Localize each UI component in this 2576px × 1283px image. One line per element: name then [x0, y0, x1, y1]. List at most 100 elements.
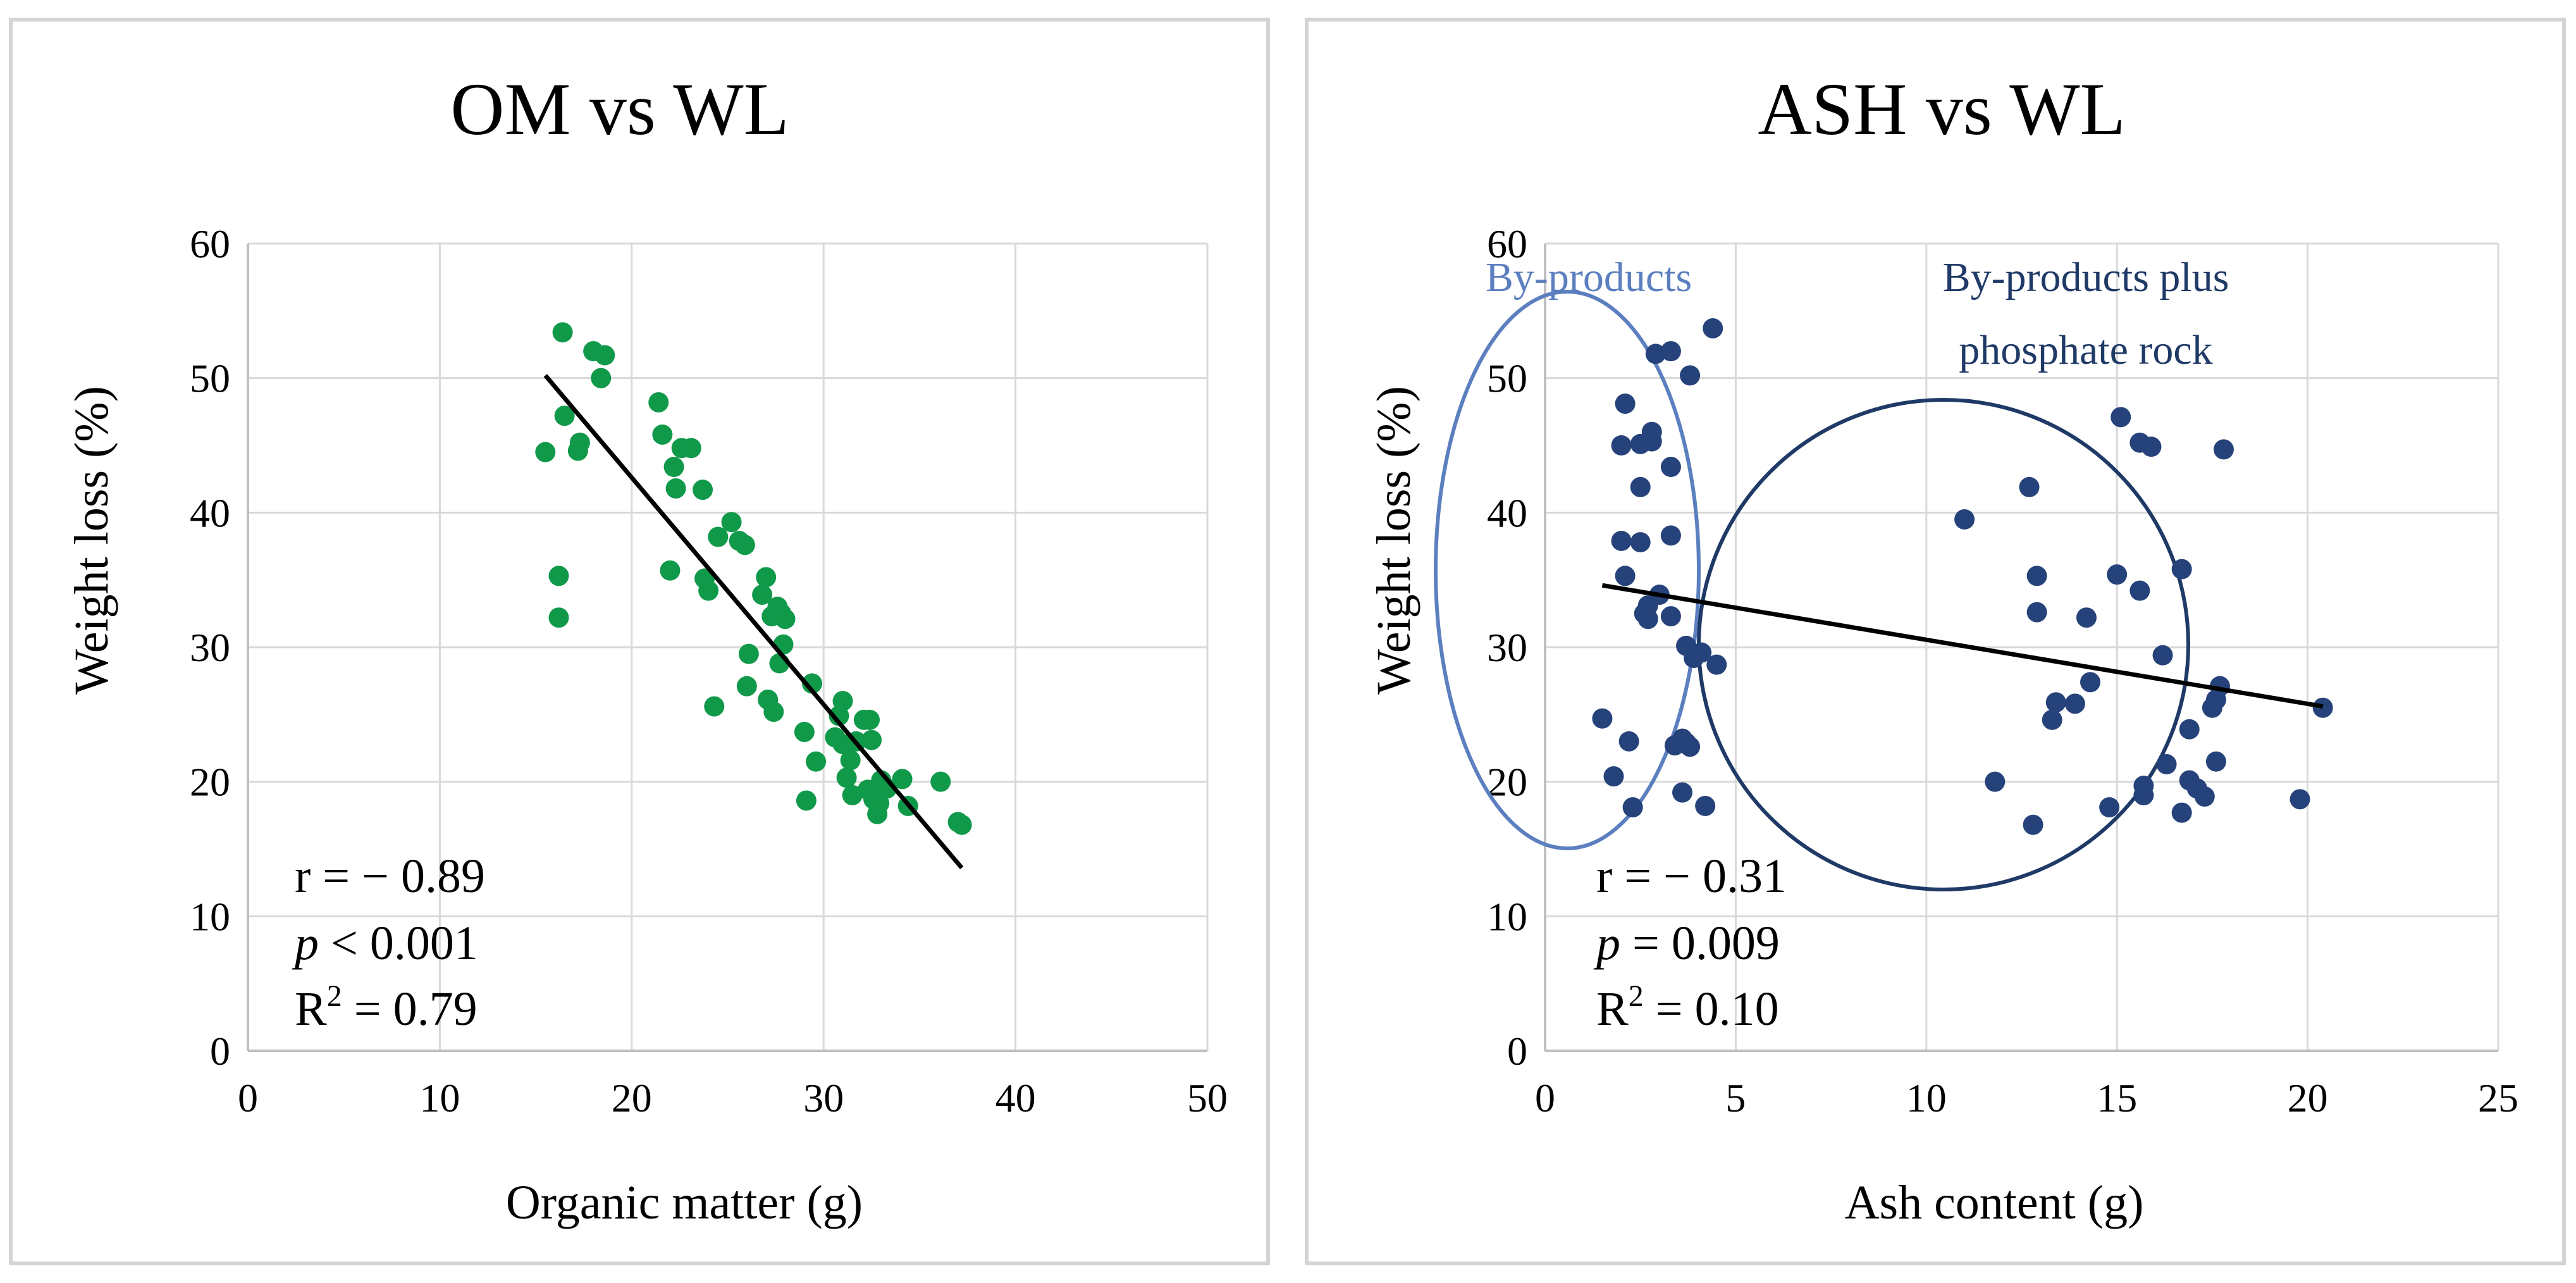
om-data-point	[796, 790, 817, 811]
om-vs-wl-chart: OM vs WL 0 10 20 30 40 50 60 0 10 20 30 40 50 Weigh…	[65, 68, 1228, 1229]
ash-y-tick: 60	[1487, 221, 1527, 266]
ash-x-tick-labels: 0 5 10 15 20 25	[1535, 1075, 2518, 1120]
ash-stat-p-symbol: p	[1593, 917, 1620, 970]
om-data-point	[860, 709, 880, 730]
om-data-point	[736, 676, 757, 697]
om-x-tick: 10	[419, 1075, 460, 1120]
om-y-tick: 40	[190, 490, 230, 535]
ash-x-tick: 10	[1906, 1075, 1947, 1120]
ash-data-point	[2133, 776, 2154, 796]
ash-stat-r: r = − 0.31	[1596, 850, 1787, 903]
phosphate-annotation-line1: By-products plus	[1943, 254, 2229, 301]
ash-data-point	[1672, 782, 1693, 803]
om-stat-p-value: < 0.001	[319, 917, 478, 970]
om-data-point	[548, 607, 569, 628]
om-data-point	[660, 560, 681, 581]
ash-data-point	[2099, 797, 2120, 818]
om-x-tick: 50	[1187, 1075, 1228, 1120]
ash-x-tick: 15	[2097, 1075, 2137, 1120]
om-y-tick-labels: 0 10 20 30 40 50 60	[190, 221, 230, 1074]
om-data-point	[535, 442, 556, 462]
om-data-point	[693, 480, 713, 500]
om-stat-p: p < 0.001	[292, 917, 478, 970]
om-data-point	[734, 535, 755, 555]
ash-vs-wl-panel: ASH vs WL 0 10 20 30 40 50 60 0 5 10 15 20 25 By-pr…	[1305, 18, 2566, 1265]
om-data-point	[756, 567, 777, 588]
om-data-point	[665, 478, 686, 499]
om-data-point	[801, 673, 822, 694]
om-x-tick: 30	[803, 1075, 844, 1120]
om-x-axis-label: Organic matter (g)	[506, 1176, 863, 1229]
om-data-point	[708, 526, 729, 547]
om-data-point	[704, 696, 725, 717]
ash-data-point	[1611, 530, 1632, 551]
om-data-point	[548, 566, 569, 586]
om-data-point	[794, 721, 815, 742]
ash-data-point	[1672, 728, 1693, 749]
ash-stat-r2-prefix: R	[1596, 982, 1629, 1036]
ash-data-point	[1703, 318, 1723, 338]
ash-x-tick: 5	[1725, 1075, 1746, 1120]
ash-data-point	[1660, 457, 1681, 478]
ash-y-tick: 40	[1487, 490, 1527, 535]
ash-vs-wl-chart: ASH vs WL 0 10 20 30 40 50 60 0 5 10 15 20 25 By-pr…	[1367, 68, 2518, 1229]
om-data-point	[652, 424, 673, 445]
om-y-tick: 60	[190, 221, 230, 266]
om-data-point	[752, 585, 773, 605]
ash-data-point	[1660, 606, 1681, 627]
om-data-point	[698, 580, 719, 601]
ash-data-point	[2019, 476, 2040, 497]
om-y-tick: 0	[210, 1029, 230, 1074]
ash-data-point	[2171, 559, 2192, 580]
ash-data-point	[1660, 341, 1681, 362]
om-x-tick-labels: 0 10 20 30 40 50	[238, 1075, 1228, 1120]
ash-data-point	[2026, 602, 2047, 623]
ash-y-tick: 50	[1487, 356, 1527, 401]
ash-x-tick: 0	[1535, 1075, 1555, 1120]
om-data-point	[951, 814, 972, 835]
om-data-point	[552, 322, 573, 343]
om-data-point	[775, 609, 796, 629]
ash-data-point	[1695, 795, 1716, 816]
om-data-point	[721, 512, 742, 533]
ash-y-tick: 10	[1487, 894, 1527, 939]
ash-data-point	[1615, 394, 1636, 414]
om-gridlines	[248, 242, 1209, 1051]
om-data-point	[591, 368, 612, 388]
ash-data-point	[2156, 754, 2177, 775]
om-y-tick: 20	[190, 760, 230, 805]
ash-y-tick: 0	[1507, 1029, 1527, 1074]
om-data-point	[806, 751, 827, 772]
ash-data-point	[1954, 509, 1975, 530]
ash-data-point	[2289, 789, 2310, 810]
ash-data-point	[2194, 786, 2215, 807]
om-stat-p-symbol: p	[292, 917, 319, 970]
byproducts-annotation: By-products	[1486, 254, 1692, 301]
ash-data-point	[1592, 708, 1613, 729]
om-data-point	[569, 432, 590, 453]
ash-data-point	[2080, 672, 2101, 693]
ash-data-point	[2141, 437, 2162, 457]
ash-stat-p-value: = 0.009	[1620, 917, 1780, 970]
ash-y-tick: 20	[1487, 760, 1527, 805]
ash-data-point	[1985, 771, 2006, 792]
ash-data-point	[1680, 365, 1701, 386]
om-data-point	[763, 702, 784, 722]
byproducts-ellipse	[1434, 290, 1701, 850]
ash-data-point	[1706, 654, 1727, 675]
ash-y-tick: 30	[1487, 625, 1527, 670]
ash-data-point	[1611, 435, 1632, 456]
ash-data-point	[2026, 566, 2047, 586]
om-data-point	[836, 767, 857, 788]
ash-data-point	[1645, 344, 1666, 364]
ash-data-point	[1660, 525, 1681, 546]
om-stat-r: r = − 0.89	[295, 850, 485, 903]
ash-x-tick: 25	[2478, 1075, 2518, 1120]
ash-y-tick-labels: 0 10 20 30 40 50 60	[1487, 221, 1527, 1074]
ash-y-axis-label: Weight loss (%)	[1367, 386, 1420, 695]
om-data-point	[861, 729, 882, 750]
om-y-tick: 50	[190, 356, 230, 401]
ash-data-point	[2152, 645, 2173, 666]
ash-data-point	[2064, 693, 2085, 714]
ash-data-point	[2042, 709, 2062, 730]
